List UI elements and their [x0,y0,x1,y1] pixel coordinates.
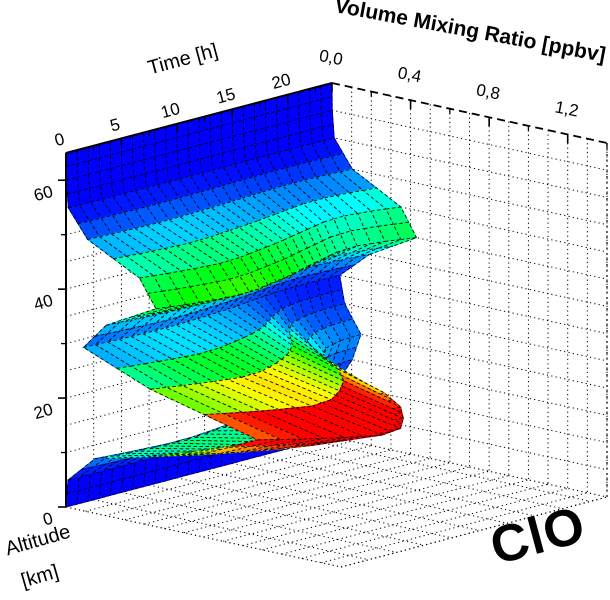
altitude-tick-label: 40 [32,291,55,314]
time-tick-label: 5 [108,115,122,136]
time-tick-label: 20 [270,70,293,93]
vmr-tick-label: 1,2 [553,97,580,120]
surface-mesh [65,82,418,508]
time-tick-label: 0 [53,129,67,150]
altitude-tick-label: 60 [32,182,55,205]
time-tick-label: 15 [214,84,237,107]
vmr-tick-label: 0,4 [396,63,423,86]
altitude-tick-label: 20 [32,400,55,423]
box-edges [65,82,608,568]
vmr-tick-label: 0,8 [475,80,502,103]
time-tick-label: 10 [159,99,182,122]
vmr-tick-label: 0,0 [318,46,345,69]
